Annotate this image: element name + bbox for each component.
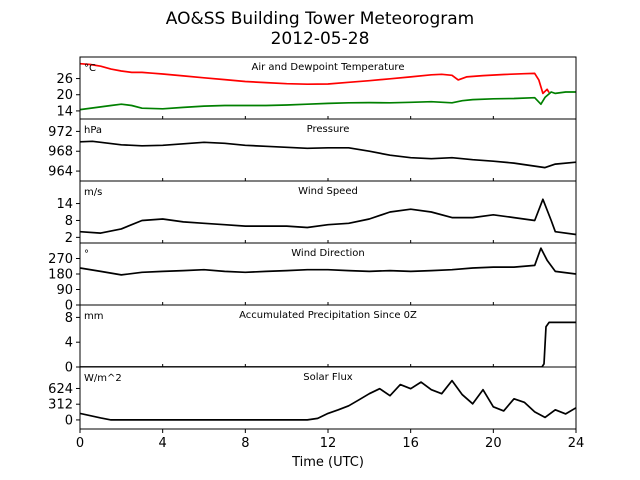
x-axis-label: Time (UTC) — [291, 455, 364, 470]
precip-panel-title: Accumulated Precipitation Since 0Z — [239, 310, 417, 321]
wind_speed-series-line-0 — [80, 198, 576, 236]
x-tick-label: 0 — [76, 436, 84, 451]
wind_dir-y-tick-label: 180 — [48, 268, 73, 283]
pressure-y-tick-label: 972 — [48, 125, 73, 140]
wind_dir-y-tick-label: 90 — [56, 283, 73, 298]
x-tick-label: 16 — [402, 436, 419, 451]
wind_dir-series-line-0 — [80, 247, 576, 276]
wind_speed-y-tick-label: 8 — [65, 214, 73, 229]
wind_speed-y-tick-label: 14 — [56, 197, 73, 212]
wind_speed-unit-label: m/s — [84, 187, 102, 198]
solar-y-tick-label: 312 — [48, 398, 73, 413]
pressure-panel-title: Pressure — [307, 124, 350, 135]
solar-series-line-0 — [80, 379, 576, 421]
figure-subtitle: 2012-05-28 — [271, 29, 370, 49]
solar-y-tick-label: 624 — [48, 382, 73, 397]
temp-series-line-1 — [80, 91, 576, 111]
time-axis: 0 4 8 12 16 20 24 — [76, 436, 584, 451]
temp-y-tick-label: 20 — [56, 88, 73, 103]
x-tick-label: 24 — [568, 436, 585, 451]
x-tick-label: 12 — [320, 436, 337, 451]
precip-unit-label: mm — [84, 311, 103, 322]
temp-series-line-0 — [80, 62, 550, 95]
solar-panel-title: Solar Flux — [303, 372, 353, 383]
precip-series-line-0 — [80, 321, 576, 367]
pressure-series-line-0 — [80, 140, 576, 169]
temp-y-tick-label: 14 — [56, 104, 73, 119]
wind_speed-panel-title: Wind Speed — [298, 186, 358, 197]
precip-y-tick-label: 0 — [65, 361, 73, 376]
figure-title: AO&SS Building Tower Meteorogram — [166, 9, 474, 29]
wind_dir-unit-label: ° — [84, 249, 89, 260]
wind_dir-panel-title: Wind Direction — [291, 248, 365, 259]
precip-y-tick-label: 4 — [65, 336, 73, 351]
precip-y-tick-label: 8 — [65, 311, 73, 326]
pressure-y-tick-label: 964 — [48, 165, 73, 180]
pressure-y-tick-label: 968 — [48, 145, 73, 160]
temp-panel-title: Air and Dewpoint Temperature — [252, 62, 405, 73]
wind_dir-y-tick-label: 270 — [48, 252, 73, 267]
temp-y-tick-label: 26 — [56, 72, 73, 87]
wind_speed-y-tick-label: 2 — [65, 231, 73, 246]
x-tick-label: 8 — [241, 436, 249, 451]
x-tick-label: 20 — [485, 436, 502, 451]
pressure-unit-label: hPa — [84, 125, 102, 136]
temp-unit-label: °C — [84, 63, 96, 74]
x-tick-label: 4 — [159, 436, 167, 451]
solar-unit-label: W/m^2 — [84, 373, 122, 384]
wind_dir-y-tick-label: 0 — [65, 299, 73, 314]
solar-y-tick-label: 0 — [65, 413, 73, 428]
